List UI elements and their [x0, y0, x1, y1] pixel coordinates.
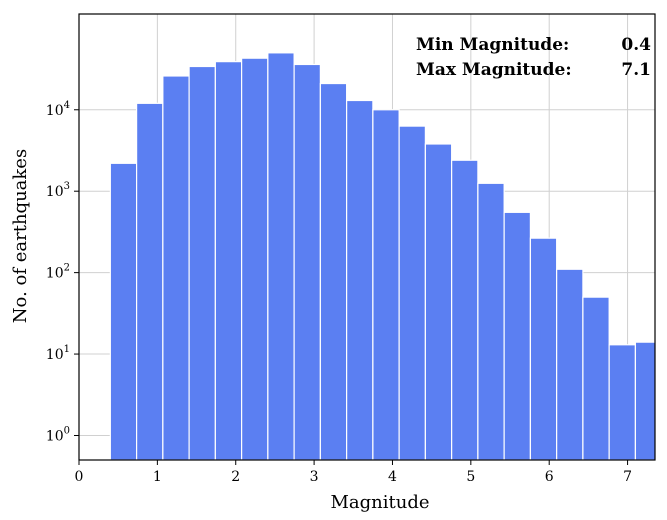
- annotation-value: 0.4: [621, 35, 651, 55]
- histogram-bar: [451, 159, 479, 460]
- histogram-bar: [556, 268, 584, 460]
- histogram-bar: [214, 61, 243, 460]
- histogram-bar: [267, 52, 295, 460]
- annotation-label: Min Magnitude:: [416, 35, 569, 55]
- y-axis-ticks: 100 101 102 103 104: [46, 100, 79, 444]
- x-tick-label: 7: [623, 469, 632, 485]
- x-tick-label: 2: [231, 469, 240, 485]
- annotation-value: 7.1: [621, 60, 651, 80]
- histogram-bar: [608, 344, 637, 460]
- y-axis-label: No. of earthquakes: [10, 149, 31, 323]
- x-tick-label: 0: [75, 469, 84, 485]
- x-tick-label: 1: [153, 469, 162, 485]
- y-tick-label: 102: [46, 263, 70, 282]
- histogram-bar: [346, 99, 374, 460]
- y-tick-label: 101: [46, 344, 70, 363]
- histogram-bar: [503, 211, 531, 460]
- histogram-bar: [162, 75, 190, 460]
- histogram-bar: [293, 63, 321, 460]
- histogram-bar: [634, 341, 655, 460]
- histogram-bar: [319, 82, 348, 460]
- histogram-bar: [188, 65, 216, 460]
- histogram-bars: [109, 52, 667, 460]
- histogram-bar: [477, 182, 505, 460]
- histogram-bar: [662, 435, 667, 460]
- x-tick-label: 4: [388, 469, 397, 485]
- histogram-bar: [529, 237, 558, 460]
- x-axis-ticks: 0 1 2 3 4 5 6 7: [75, 460, 632, 485]
- x-axis-label: Magnitude: [330, 492, 429, 513]
- histogram-bar: [109, 162, 138, 460]
- x-tick-label: 3: [310, 469, 319, 485]
- histogram-bar: [241, 57, 269, 460]
- x-tick-label: 5: [466, 469, 475, 485]
- histogram-bar: [136, 102, 164, 460]
- x-tick-label: 6: [545, 469, 554, 485]
- magnitude-annotation: Min Magnitude: 0.4 Max Magnitude: 7.1: [416, 35, 651, 80]
- histogram-bar: [372, 109, 400, 460]
- histogram-bar: [424, 143, 453, 460]
- y-tick-label: 104: [46, 100, 70, 119]
- annotation-label: Max Magnitude:: [416, 60, 572, 80]
- y-tick-label: 103: [46, 181, 70, 200]
- histogram-bar: [398, 125, 426, 460]
- plot-frame: [78, 13, 656, 461]
- y-tick-label: 100: [46, 425, 70, 444]
- histogram-bar: [582, 296, 610, 460]
